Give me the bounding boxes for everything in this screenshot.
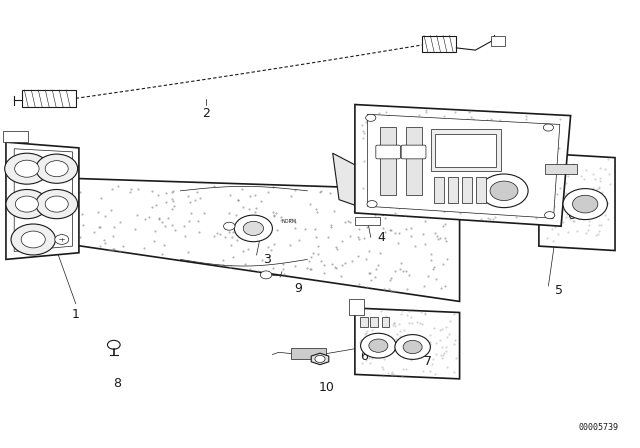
Bar: [291, 348, 326, 359]
Circle shape: [223, 222, 235, 230]
FancyBboxPatch shape: [376, 145, 401, 159]
Text: 9: 9: [294, 282, 303, 295]
Bar: [370, 317, 378, 327]
Bar: [448, 177, 458, 203]
Polygon shape: [355, 104, 571, 226]
Circle shape: [545, 211, 555, 219]
Polygon shape: [311, 353, 329, 365]
Bar: [406, 127, 422, 195]
Circle shape: [315, 355, 325, 362]
FancyBboxPatch shape: [3, 131, 28, 142]
Circle shape: [234, 215, 273, 242]
Polygon shape: [14, 149, 72, 251]
Circle shape: [360, 333, 396, 358]
Text: 00005739: 00005739: [578, 423, 618, 432]
FancyBboxPatch shape: [401, 145, 426, 159]
Polygon shape: [333, 153, 383, 215]
Text: 4: 4: [377, 231, 385, 244]
Circle shape: [369, 339, 388, 352]
Circle shape: [15, 160, 39, 177]
Bar: [381, 317, 389, 327]
Text: 6: 6: [568, 209, 575, 222]
Text: 1: 1: [72, 308, 79, 321]
Text: 3: 3: [263, 253, 271, 266]
Bar: [422, 35, 456, 52]
Circle shape: [11, 224, 56, 255]
Text: 7: 7: [424, 355, 432, 368]
Text: 2: 2: [202, 107, 210, 120]
Circle shape: [563, 189, 607, 220]
Circle shape: [36, 190, 77, 219]
Circle shape: [45, 161, 68, 177]
Bar: [434, 177, 444, 203]
Circle shape: [36, 154, 77, 183]
Bar: [22, 90, 76, 107]
Polygon shape: [367, 114, 560, 218]
Circle shape: [367, 201, 377, 207]
Circle shape: [4, 153, 49, 184]
Polygon shape: [6, 142, 79, 259]
Circle shape: [543, 124, 554, 131]
Circle shape: [260, 271, 272, 279]
Bar: [380, 127, 396, 195]
Circle shape: [15, 196, 38, 212]
Circle shape: [21, 231, 45, 248]
Bar: [462, 177, 472, 203]
Bar: [431, 129, 501, 171]
Bar: [435, 134, 496, 168]
Bar: [360, 317, 367, 327]
Polygon shape: [47, 177, 460, 302]
Text: 10: 10: [319, 381, 334, 394]
Bar: [349, 299, 364, 314]
Polygon shape: [539, 153, 615, 250]
Circle shape: [403, 340, 422, 353]
Polygon shape: [355, 308, 460, 379]
Circle shape: [480, 174, 528, 207]
Text: 6: 6: [360, 350, 369, 363]
Circle shape: [243, 221, 264, 236]
Circle shape: [55, 235, 68, 244]
Circle shape: [490, 181, 518, 201]
Text: 8: 8: [113, 377, 121, 390]
Circle shape: [365, 114, 376, 121]
Bar: [545, 164, 577, 174]
Circle shape: [45, 196, 68, 212]
Bar: [492, 36, 505, 46]
Text: 5: 5: [555, 284, 563, 297]
Circle shape: [108, 340, 120, 349]
Circle shape: [573, 195, 598, 213]
Bar: [476, 177, 486, 203]
Bar: [355, 217, 380, 225]
Text: NORM: NORM: [282, 219, 297, 224]
Circle shape: [395, 335, 430, 359]
Circle shape: [6, 190, 48, 219]
